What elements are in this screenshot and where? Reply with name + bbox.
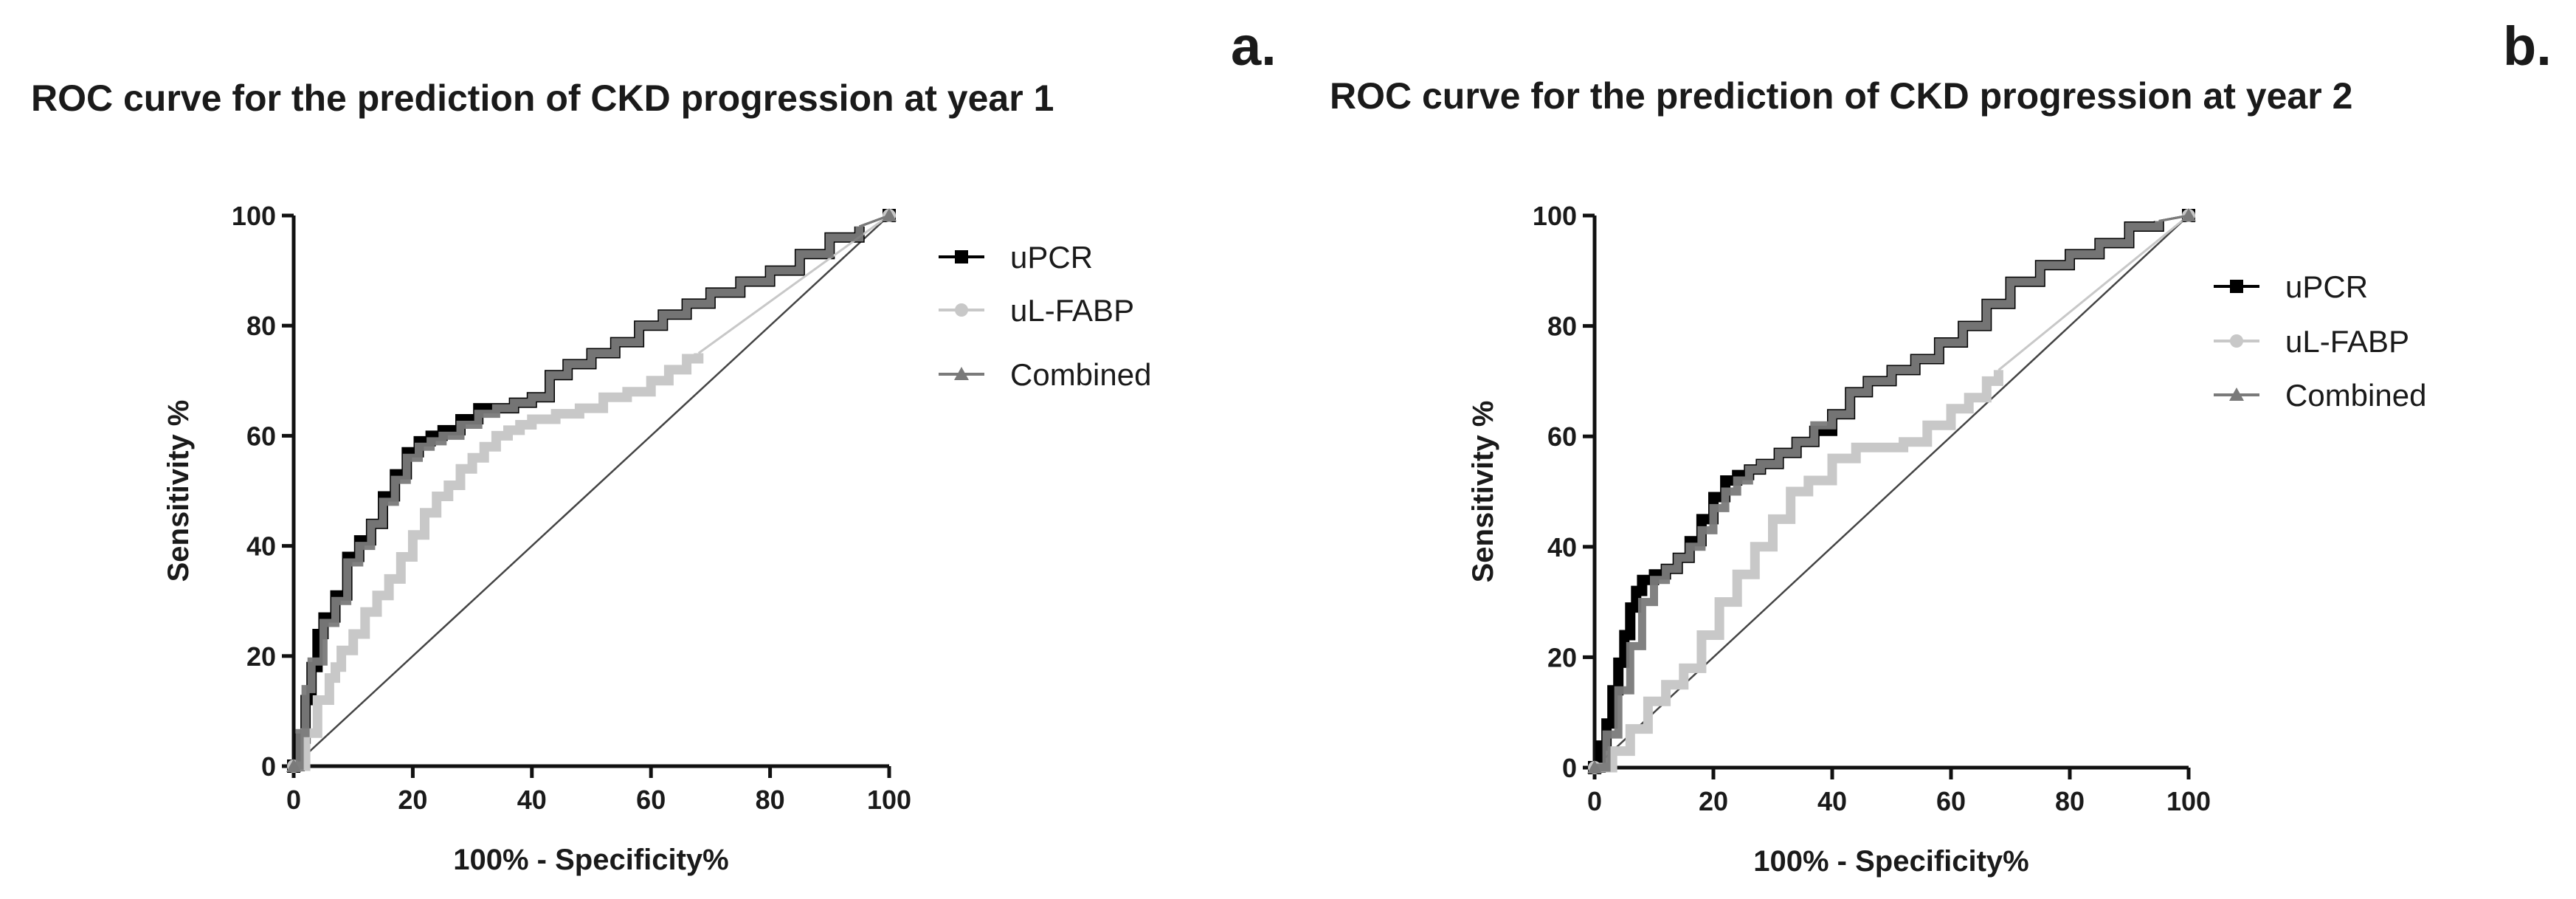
y-tick-label: 20 bbox=[1547, 642, 1577, 672]
y-tick-label: 100 bbox=[232, 201, 276, 231]
legend-marker bbox=[2230, 280, 2243, 293]
series-combined-line bbox=[1595, 221, 2164, 772]
series-combined-line bbox=[294, 226, 864, 771]
chart-title: ROC curve for the prediction of CKD prog… bbox=[1330, 75, 2352, 117]
data-point bbox=[882, 208, 897, 221]
legend-marker bbox=[2230, 334, 2243, 348]
series-tail-line bbox=[2158, 214, 2189, 222]
y-tick-label: 40 bbox=[1547, 532, 1577, 562]
series-ul-fabp-line bbox=[1595, 370, 2003, 773]
x-tick-label: 80 bbox=[756, 785, 785, 815]
panel-label: a. bbox=[1231, 16, 1277, 77]
y-tick-label: 80 bbox=[246, 311, 276, 341]
series-tail-line bbox=[1997, 214, 2189, 371]
series-upcr-line bbox=[294, 226, 865, 771]
legend-item: Combined bbox=[2214, 378, 2426, 413]
legend-marker bbox=[955, 303, 968, 317]
panel-label: b. bbox=[2503, 16, 2552, 77]
y-tick-label: 0 bbox=[261, 751, 276, 782]
legend-label: Combined bbox=[1010, 357, 1151, 392]
data-point bbox=[1587, 760, 1602, 774]
legend-marker bbox=[2229, 388, 2244, 401]
plot-area: 0 20 40 60 80 100 0 20 40 60 80 100 Sensitivity % 100… bbox=[162, 201, 1151, 876]
x-tick-label: 0 bbox=[1587, 786, 1602, 816]
y-tick-label: 100 bbox=[1533, 201, 1577, 231]
legend: uPCR uL-FABP Combined bbox=[2214, 269, 2426, 413]
x-tick-label: 20 bbox=[398, 785, 427, 815]
x-tick-label: 40 bbox=[517, 785, 547, 815]
y-tick-label: 40 bbox=[246, 531, 276, 562]
legend-item: uPCR bbox=[2214, 269, 2368, 304]
data-point bbox=[286, 759, 301, 772]
legend-label: uL-FABP bbox=[2285, 324, 2409, 359]
x-tick-label: 0 bbox=[286, 785, 301, 815]
chart-panel-b: b. ROC curve for the prediction of CKD p… bbox=[1330, 16, 2552, 878]
legend-item: uL-FABP bbox=[2214, 324, 2409, 359]
x-axis-label: 100% - Specificity% bbox=[453, 844, 729, 876]
legend-label: uPCR bbox=[2285, 269, 2368, 304]
x-tick-label: 20 bbox=[1699, 786, 1728, 816]
y-tick-label: 80 bbox=[1547, 311, 1577, 342]
reference-line bbox=[1594, 215, 2189, 768]
chart-title: ROC curve for the prediction of CKD prog… bbox=[31, 78, 1054, 119]
y-tick-label: 60 bbox=[1547, 421, 1577, 452]
y-tick-label: 60 bbox=[246, 421, 276, 451]
legend-item: uL-FABP bbox=[939, 293, 1134, 328]
x-tick-label: 100 bbox=[2166, 786, 2211, 816]
x-tick-label: 100 bbox=[867, 785, 911, 815]
x-tick-label: 60 bbox=[1936, 786, 1966, 816]
y-axis-label: Sensitivity % bbox=[1467, 401, 1499, 583]
legend-label: uL-FABP bbox=[1010, 293, 1134, 328]
y-tick-label: 20 bbox=[246, 641, 276, 672]
plot-area: 0 20 40 60 80 100 0 20 40 60 80 100 Sensitivity % 100… bbox=[1467, 201, 2426, 878]
legend-item: uPCR bbox=[939, 240, 1093, 275]
reference-line bbox=[293, 215, 890, 767]
legend-label: Combined bbox=[2285, 378, 2426, 413]
x-tick-label: 60 bbox=[636, 785, 666, 815]
data-point bbox=[2181, 208, 2196, 221]
legend-marker bbox=[955, 250, 968, 264]
y-axis-label: Sensitivity % bbox=[162, 400, 195, 582]
chart-panel-a: a. ROC curve for the prediction of CKD p… bbox=[31, 16, 1277, 876]
x-axis-label: 100% - Specificity% bbox=[1753, 845, 2029, 878]
y-tick-label: 0 bbox=[1562, 753, 1577, 783]
x-tick-label: 80 bbox=[2055, 786, 2085, 816]
legend-item: Combined bbox=[939, 357, 1151, 392]
x-tick-label: 40 bbox=[1817, 786, 1847, 816]
legend: uPCR uL-FABP Combined bbox=[939, 240, 1151, 392]
legend-marker bbox=[954, 367, 969, 380]
legend-label: uPCR bbox=[1010, 240, 1093, 275]
series-ul-fabp-line bbox=[294, 353, 704, 771]
